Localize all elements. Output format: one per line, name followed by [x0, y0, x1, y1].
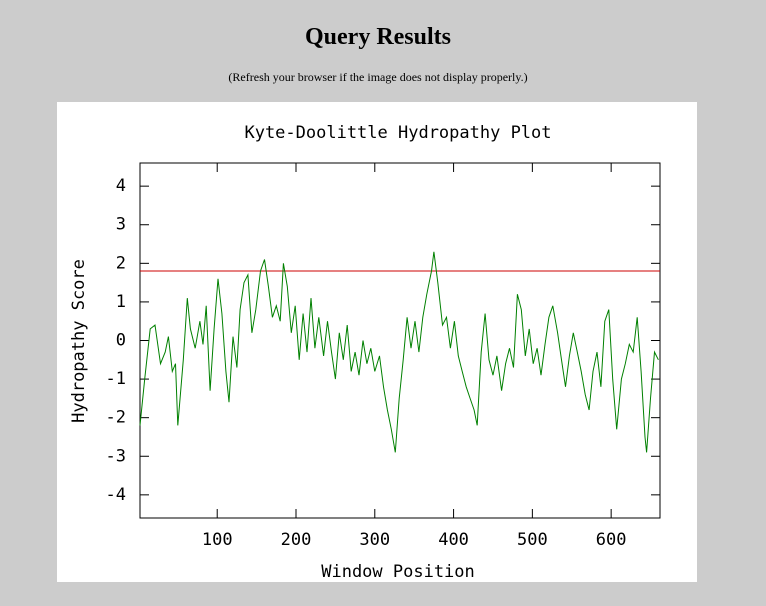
- x-tick-label: 500: [517, 530, 548, 550]
- plot-frame: [139, 162, 661, 519]
- x-tick-label: 200: [281, 530, 312, 550]
- y-tick-label: -3: [106, 446, 126, 466]
- y-tick-label: 1: [116, 292, 126, 312]
- y-tick-label: -4: [106, 485, 126, 505]
- y-tick-label: 0: [116, 331, 126, 351]
- x-axis-label: Window Position: [321, 562, 475, 582]
- y-tick-label: -2: [106, 408, 126, 428]
- y-axis-label: Hydropathy Score: [69, 259, 89, 423]
- data-line: [139, 251, 659, 453]
- x-tick-label: 300: [359, 530, 390, 550]
- y-tick-label: 3: [116, 215, 126, 235]
- page-note: (Refresh your browser if the image does …: [228, 70, 528, 84]
- chart: Kyte-Doolittle Hydropathy Plot Window Po…: [57, 102, 697, 582]
- x-tick-label: 100: [202, 530, 233, 550]
- page-title: Query Results: [305, 24, 451, 50]
- x-tick-label: 600: [596, 530, 627, 550]
- y-tick-label: -1: [106, 369, 126, 389]
- chart-title: Kyte-Doolittle Hydropathy Plot: [244, 123, 551, 143]
- x-tick-label: 400: [438, 530, 469, 550]
- y-tick-label: 4: [116, 176, 126, 196]
- y-tick-label: 2: [116, 253, 126, 273]
